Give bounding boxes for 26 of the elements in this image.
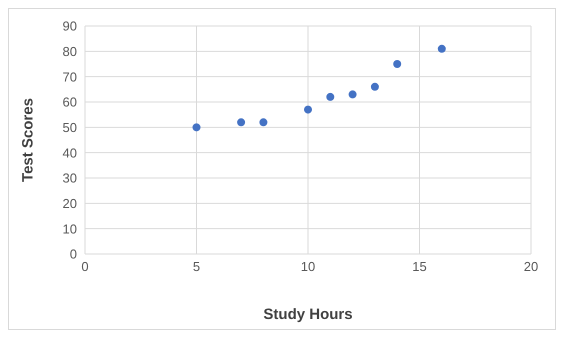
y-tick-label: 20 (62, 196, 77, 211)
y-tick-label: 70 (62, 69, 77, 84)
point (259, 118, 268, 126)
x-tick-label: 0 (81, 259, 89, 274)
y-tick-label: 90 (62, 18, 77, 34)
x-tick-label: 20 (524, 259, 538, 274)
x-tick-label: 15 (412, 259, 427, 274)
y-tick-label: 0 (70, 246, 77, 262)
x-tick-label: 10 (300, 259, 316, 274)
point (192, 123, 200, 132)
y-tick-label: 80 (62, 44, 77, 59)
x-axis-title: Study Hours (263, 306, 353, 323)
y-axis-title: Test Scores (19, 98, 36, 182)
y-tick-label: 60 (62, 94, 77, 110)
y-tick-label: 50 (62, 120, 77, 135)
y-tick-label: 10 (62, 221, 77, 236)
point (438, 44, 446, 53)
point (237, 118, 246, 126)
y-tick-label: 40 (62, 145, 77, 160)
point (393, 60, 402, 68)
y-tick-label: 30 (62, 170, 77, 186)
point (370, 82, 379, 91)
x-tick-label: 5 (192, 259, 200, 274)
point (304, 106, 312, 114)
point (326, 92, 334, 101)
point (348, 90, 357, 98)
